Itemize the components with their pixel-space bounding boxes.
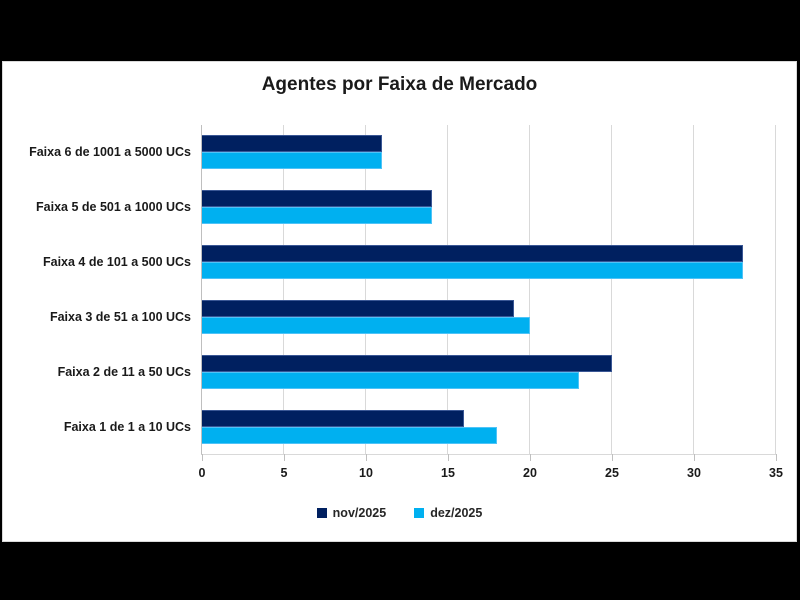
x-axis-tick xyxy=(530,454,531,461)
plot-area xyxy=(201,125,776,455)
bar-nov xyxy=(202,190,432,208)
x-axis-tick-label: 0 xyxy=(198,466,206,480)
x-axis-tick-label: 15 xyxy=(441,466,455,480)
x-axis-tick-label: 25 xyxy=(605,466,619,480)
bar-nov xyxy=(202,245,744,263)
x-axis-tick xyxy=(448,454,449,461)
x-axis-tick-label: 5 xyxy=(280,466,288,480)
legend-label-dez: dez/2025 xyxy=(430,506,483,520)
chart-panel: Agentes por Faixa de Mercado Faixa 6 de … xyxy=(2,61,797,542)
category-label: Faixa 3 de 51 a 100 UCs xyxy=(49,309,191,324)
x-axis-tick-label: 20 xyxy=(523,466,537,480)
x-axis-labels: 0 5 10 15 20 25 30 35 xyxy=(198,454,783,486)
bar-nov xyxy=(202,135,383,153)
bar-dez xyxy=(202,262,744,280)
x-axis-tick xyxy=(202,454,203,461)
legend-item-dez: dez/2025 xyxy=(414,506,482,520)
category-label: Faixa 1 de 1 a 10 UCs xyxy=(63,419,191,434)
y-axis-labels: Faixa 6 de 1001 a 5000 UCs Faixa 5 de 501… xyxy=(3,125,191,454)
legend-label-nov: nov/2025 xyxy=(332,506,387,520)
gridline xyxy=(611,125,612,454)
bar-dez xyxy=(202,207,432,225)
x-axis-tick xyxy=(612,454,613,461)
gridline xyxy=(283,125,284,454)
bar-dez xyxy=(202,152,383,170)
category-label: Faixa 6 de 1001 a 5000 UCs xyxy=(29,145,191,160)
category-label: Faixa 2 de 11 a 50 UCs xyxy=(57,364,191,379)
gridline xyxy=(529,125,530,454)
x-axis-tick-label: 10 xyxy=(359,466,373,480)
gridline xyxy=(693,125,694,454)
x-axis-tick xyxy=(366,454,367,461)
legend-swatch-nov xyxy=(316,508,327,518)
legend-swatch-dez xyxy=(414,508,425,518)
category-label: Faixa 4 de 101 a 500 UCs xyxy=(42,255,191,270)
legend-item-nov: nov/2025 xyxy=(316,506,387,520)
bar-dez xyxy=(202,371,580,389)
bar-nov xyxy=(202,354,612,372)
x-axis-tick-label: 30 xyxy=(687,466,701,480)
x-axis-tick xyxy=(776,454,777,461)
category-label: Faixa 5 de 501 a 1000 UCs xyxy=(36,200,191,215)
gridline xyxy=(365,125,366,454)
x-axis-tick-label: 35 xyxy=(769,466,783,480)
chart-title: Agentes por Faixa de Mercado xyxy=(261,74,538,95)
gridline xyxy=(775,125,776,454)
x-axis-tick xyxy=(284,454,285,461)
gridline xyxy=(447,125,448,454)
bar-nov xyxy=(202,299,514,317)
bar-dez xyxy=(202,426,498,444)
bar-dez xyxy=(202,316,530,334)
x-axis-tick xyxy=(694,454,695,461)
legend: nov/2025 dez/2025 xyxy=(3,503,796,523)
bar-nov xyxy=(202,409,465,427)
